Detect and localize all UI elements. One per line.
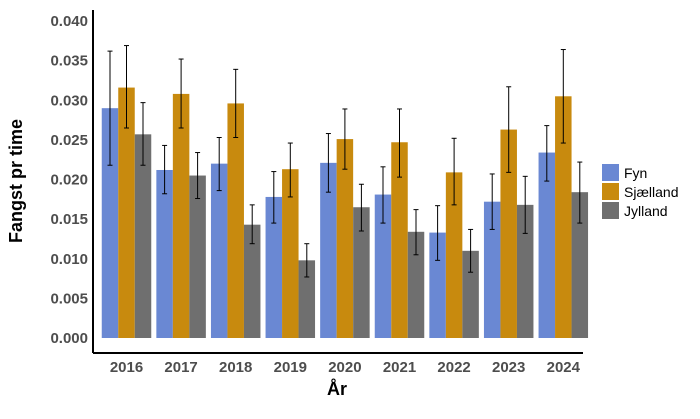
y-tick-label: 0.005 bbox=[50, 290, 88, 307]
x-tick-label: 2017 bbox=[164, 359, 197, 376]
x-tick-label: 2023 bbox=[492, 359, 525, 376]
error-bar bbox=[560, 49, 566, 144]
bar bbox=[210, 163, 228, 338]
x-tick-label: 2024 bbox=[547, 359, 581, 376]
bar bbox=[483, 201, 501, 338]
bar bbox=[391, 142, 408, 338]
bar bbox=[298, 260, 316, 338]
error-bar bbox=[577, 161, 583, 224]
y-tick-label: 0.040 bbox=[50, 13, 88, 30]
bar bbox=[555, 96, 572, 338]
error-bar bbox=[544, 125, 550, 182]
legend-item: Jylland bbox=[602, 202, 668, 219]
error-bar bbox=[249, 204, 255, 245]
legend-item: Fyn bbox=[602, 164, 647, 181]
error-bar bbox=[304, 243, 310, 278]
error-bar bbox=[287, 142, 293, 198]
error-bar bbox=[107, 50, 113, 166]
bar bbox=[189, 175, 206, 338]
error-bar bbox=[342, 108, 348, 170]
legend-label: Fyn bbox=[624, 165, 647, 181]
legend-swatch bbox=[602, 183, 619, 200]
bars-layer bbox=[101, 87, 589, 338]
error-bar bbox=[435, 205, 441, 261]
bar bbox=[320, 162, 337, 338]
x-tick-label: 2018 bbox=[219, 359, 252, 376]
bar bbox=[353, 207, 370, 338]
bar bbox=[445, 172, 463, 338]
y-tick-label: 0.020 bbox=[50, 172, 88, 189]
y-tick-label: 0.025 bbox=[50, 132, 88, 149]
error-bar bbox=[162, 144, 168, 195]
error-bar bbox=[380, 166, 386, 224]
x-axis: 2016 2017 2018 2019 2020 2021 2022 2023 2024 bbox=[93, 352, 583, 376]
x-tick-label: 2016 bbox=[110, 359, 143, 376]
y-tick-label: 0.000 bbox=[50, 330, 88, 347]
bar bbox=[571, 192, 589, 338]
bar bbox=[243, 224, 261, 338]
legend-item: Sjælland bbox=[602, 183, 678, 200]
y-tick-label: 0.010 bbox=[50, 251, 88, 268]
error-bar bbox=[325, 133, 331, 193]
bar bbox=[407, 231, 425, 338]
error-bar bbox=[506, 86, 512, 173]
bar bbox=[118, 87, 135, 338]
error-bar bbox=[413, 209, 419, 256]
bar bbox=[516, 204, 534, 338]
bar bbox=[156, 169, 173, 338]
bar bbox=[282, 169, 299, 338]
bar bbox=[538, 152, 556, 338]
error-bar bbox=[216, 136, 222, 192]
error-bar bbox=[451, 137, 457, 206]
x-tick-label: 2019 bbox=[274, 359, 307, 376]
error-bar bbox=[468, 228, 474, 273]
y-tick-label: 0.035 bbox=[50, 53, 88, 70]
legend-swatch bbox=[602, 164, 619, 181]
error-bar bbox=[271, 171, 277, 224]
x-tick-label: 2021 bbox=[383, 359, 416, 376]
bar bbox=[336, 139, 354, 338]
error-bar bbox=[178, 58, 184, 129]
x-tick-label: 2020 bbox=[328, 359, 361, 376]
error-bar bbox=[489, 173, 495, 230]
error-bar bbox=[522, 175, 528, 234]
error-bar bbox=[233, 68, 239, 138]
legend-label: Sjælland bbox=[624, 184, 678, 200]
legend-swatch bbox=[602, 202, 619, 219]
legend: Fyn Sjælland Jylland bbox=[602, 164, 678, 219]
bar bbox=[134, 134, 152, 338]
y-axis: 0.000 0.005 0.010 0.015 0.020 0.025 0.030 0.035… bbox=[50, 10, 94, 353]
bar bbox=[265, 196, 283, 338]
error-bar bbox=[124, 45, 129, 129]
y-axis-title: Fangst pr time bbox=[6, 119, 26, 243]
bar bbox=[374, 194, 392, 338]
x-axis-title: År bbox=[327, 379, 347, 399]
bar bbox=[462, 250, 479, 338]
legend-label: Jylland bbox=[624, 203, 668, 219]
bar bbox=[500, 129, 517, 338]
y-tick-label: 0.015 bbox=[50, 211, 88, 228]
x-tick-label: 2022 bbox=[437, 359, 470, 376]
error-bar bbox=[195, 152, 201, 200]
error-bar bbox=[397, 108, 402, 178]
bar bbox=[172, 93, 190, 338]
error-bar bbox=[358, 183, 364, 232]
error-bar bbox=[140, 102, 146, 166]
bar bbox=[227, 103, 244, 338]
bar bbox=[101, 108, 119, 338]
y-tick-label: 0.030 bbox=[50, 92, 88, 109]
errorbars-layer bbox=[107, 45, 583, 278]
bar bbox=[429, 232, 446, 338]
